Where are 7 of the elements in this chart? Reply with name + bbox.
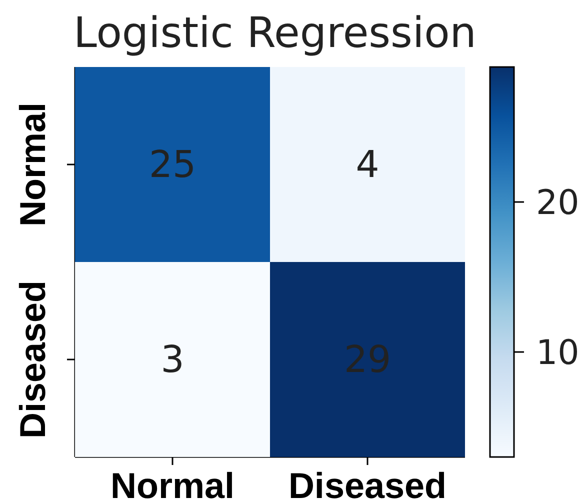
chart-title: Logistic Regression bbox=[72, 8, 478, 57]
data-label: 25 bbox=[148, 143, 196, 186]
color-bar-label: 20 bbox=[536, 183, 580, 224]
color-bar-label: 10 bbox=[536, 333, 580, 374]
data-label: 4 bbox=[356, 143, 380, 186]
data-label: 29 bbox=[344, 338, 392, 381]
data-label: 3 bbox=[160, 338, 184, 381]
